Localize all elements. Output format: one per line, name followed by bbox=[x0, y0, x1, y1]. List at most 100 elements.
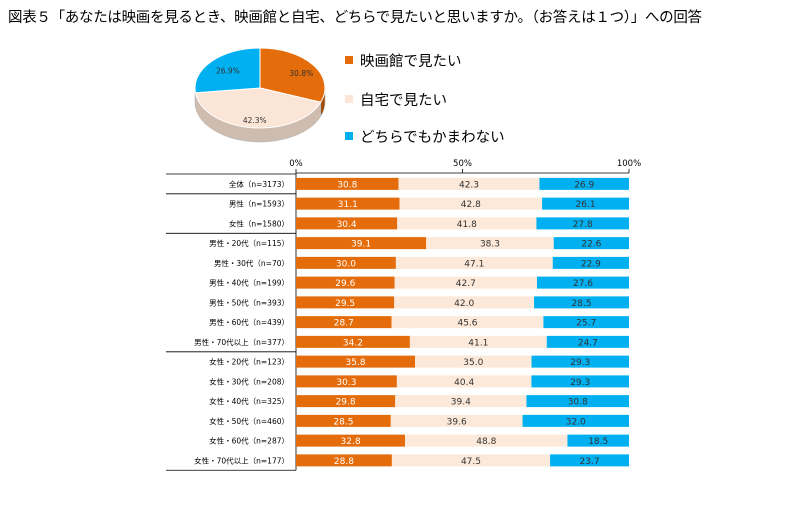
bar-value-label: 38.3 bbox=[480, 240, 500, 250]
bar-value-label: 41.8 bbox=[457, 220, 477, 230]
bar-value-label: 32.8 bbox=[341, 437, 361, 447]
pie-slice bbox=[194, 87, 322, 129]
bar-value-label: 27.8 bbox=[573, 220, 593, 230]
legend-label: 映画館で見たい bbox=[360, 53, 462, 70]
bar-segment bbox=[296, 434, 406, 447]
bar-segment bbox=[296, 256, 396, 269]
bar-segment bbox=[399, 197, 543, 210]
row-label: 女性・30代（n=208） bbox=[209, 376, 289, 386]
bar-segment bbox=[546, 335, 629, 348]
row-label: 女性・20代（n=123） bbox=[209, 357, 289, 367]
bar-value-label: 48.8 bbox=[476, 437, 496, 447]
bar-segment bbox=[296, 335, 410, 348]
bar-value-label: 28.5 bbox=[572, 299, 592, 309]
bar-segment bbox=[552, 256, 629, 269]
row-label: 男性・20代（n=115） bbox=[209, 238, 289, 248]
bar-segment bbox=[543, 316, 629, 329]
axis-tick-label: 50% bbox=[453, 159, 472, 169]
bar-value-label: 30.3 bbox=[336, 378, 356, 388]
axis-tick-label: 100% bbox=[617, 159, 641, 169]
bar-segment bbox=[537, 276, 629, 289]
row-label: 男性・60代（n=439） bbox=[209, 317, 289, 327]
bar-segment bbox=[296, 454, 392, 467]
bar-segment bbox=[296, 177, 399, 190]
bar-value-label: 26.1 bbox=[576, 200, 596, 210]
bar-value-label: 42.3 bbox=[459, 180, 479, 190]
bar-segment bbox=[553, 237, 629, 250]
row-label: 女性・60代（n=287） bbox=[209, 436, 289, 446]
bar-segment bbox=[398, 177, 540, 190]
bar-segment bbox=[296, 237, 427, 250]
bar-value-label: 40.4 bbox=[454, 378, 474, 388]
row-label: 女性・40代（n=325） bbox=[209, 396, 289, 406]
bar-segment bbox=[296, 395, 396, 408]
bar-value-label: 29.3 bbox=[570, 358, 590, 368]
bar-value-label: 47.5 bbox=[461, 457, 481, 467]
bar-segment bbox=[395, 256, 553, 269]
bar-segment bbox=[539, 177, 629, 190]
legend-swatch bbox=[345, 56, 353, 64]
row-label: 男性・30代（n=70） bbox=[214, 258, 289, 268]
bar-segment bbox=[522, 414, 629, 427]
bar-segment bbox=[296, 375, 397, 388]
bar-value-label: 30.8 bbox=[337, 180, 357, 190]
bar-segment bbox=[391, 454, 551, 467]
bar-value-label: 18.5 bbox=[588, 437, 608, 447]
bar-segment bbox=[296, 355, 416, 368]
bar-value-label: 42.7 bbox=[456, 279, 476, 289]
bar-value-label: 35.0 bbox=[463, 358, 483, 368]
bar-value-label: 45.6 bbox=[457, 319, 477, 329]
bar-value-label: 30.0 bbox=[336, 259, 356, 269]
bar-segment bbox=[296, 217, 398, 230]
bar-value-label: 24.7 bbox=[578, 338, 598, 348]
bar-segment bbox=[296, 316, 392, 329]
bar-value-label: 39.1 bbox=[351, 240, 371, 250]
bar-value-label: 42.8 bbox=[461, 200, 481, 210]
legend-swatch bbox=[345, 132, 353, 140]
bar-segment bbox=[534, 296, 629, 309]
pie-slice bbox=[259, 47, 326, 103]
bar-value-label: 25.7 bbox=[576, 319, 596, 329]
row-label: 男性・50代（n=393） bbox=[209, 297, 289, 307]
bar-value-label: 47.1 bbox=[464, 259, 484, 269]
bar-chart: 0% 50% 100% 全体（n=3173） 30.8 42.3 26.9 男性（n=1593… bbox=[166, 159, 641, 471]
row-label: 女性・50代（n=460） bbox=[209, 416, 289, 426]
row-label: 女性・70代以上（n=177） bbox=[194, 455, 289, 465]
row-label: 男性・70代以上（n=377） bbox=[194, 337, 289, 347]
bar-value-label: 29.5 bbox=[335, 299, 355, 309]
bar-value-label: 28.5 bbox=[333, 417, 353, 427]
bar-value-label: 29.8 bbox=[336, 398, 356, 408]
legend-swatch bbox=[345, 95, 353, 103]
bar-segment bbox=[296, 276, 395, 289]
bar-value-label: 26.9 bbox=[574, 180, 594, 190]
bar-value-label: 39.6 bbox=[447, 417, 467, 427]
bar-value-label: 42.0 bbox=[454, 299, 474, 309]
bar-value-label: 30.4 bbox=[337, 220, 357, 230]
bar-segment bbox=[531, 355, 629, 368]
bar-segment bbox=[409, 335, 547, 348]
chart-title: 図表５「あなたは映画を見るとき、映画館と自宅、どちらで見たいと思いますか。（お答… bbox=[8, 10, 702, 26]
row-label: 男性（n=1593） bbox=[229, 199, 289, 209]
pie-slice-label: 42.3% bbox=[243, 116, 267, 125]
bar-value-label: 34.2 bbox=[343, 338, 363, 348]
bar-segment bbox=[296, 296, 395, 309]
pie-slice-label: 26.9% bbox=[216, 66, 240, 75]
bar-value-label: 41.1 bbox=[468, 338, 488, 348]
pie-slice bbox=[194, 47, 261, 94]
bar-segment bbox=[391, 316, 544, 329]
pie-slice-label: 30.8% bbox=[289, 69, 313, 78]
bar-value-label: 35.8 bbox=[346, 358, 366, 368]
bar-segment bbox=[405, 434, 568, 447]
bar-value-label: 28.7 bbox=[334, 319, 354, 329]
bar-value-label: 32.0 bbox=[566, 417, 586, 427]
bar-value-label: 28.8 bbox=[334, 457, 354, 467]
bar-value-label: 39.4 bbox=[451, 398, 471, 408]
bar-value-label: 22.9 bbox=[581, 259, 601, 269]
bar-segment bbox=[296, 197, 400, 210]
bar-value-label: 27.6 bbox=[573, 279, 593, 289]
row-label: 男性・40代（n=199） bbox=[209, 278, 289, 288]
bar-segment bbox=[396, 375, 532, 388]
bar-segment bbox=[536, 217, 629, 230]
bar-value-label: 31.1 bbox=[338, 200, 358, 210]
